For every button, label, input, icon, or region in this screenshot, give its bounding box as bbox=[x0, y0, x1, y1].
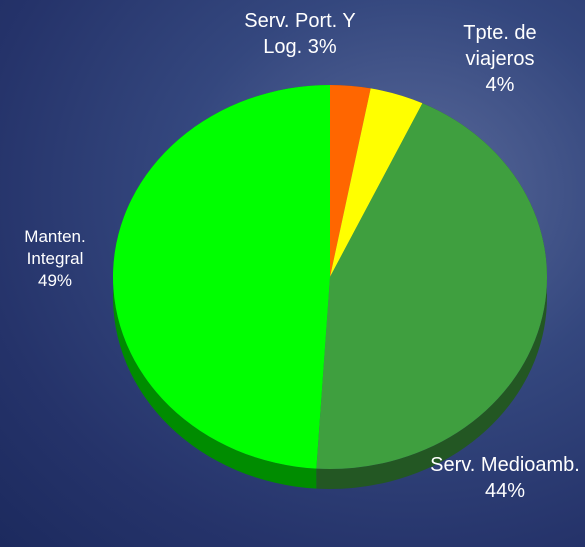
slice-label: Serv. Port. Y Log. 3% bbox=[225, 8, 375, 60]
category-name: Tpte. de viajeros bbox=[463, 22, 536, 70]
category-name: Serv. Port. Y Log. bbox=[244, 10, 356, 58]
chart: Serv. Port. Y Log. 3% Tpte. de viajeros4%… bbox=[0, 0, 585, 547]
slice-label: Serv. Medioamb.44% bbox=[430, 452, 580, 504]
value-label: 4% bbox=[430, 72, 570, 98]
value-label: 49% bbox=[5, 270, 105, 292]
category-name: Manten. Integral bbox=[24, 227, 85, 268]
category-name: Serv. Medioamb. bbox=[430, 454, 580, 476]
value-label: 44% bbox=[430, 478, 580, 504]
value-label: 3% bbox=[308, 36, 337, 58]
slice bbox=[113, 85, 330, 469]
